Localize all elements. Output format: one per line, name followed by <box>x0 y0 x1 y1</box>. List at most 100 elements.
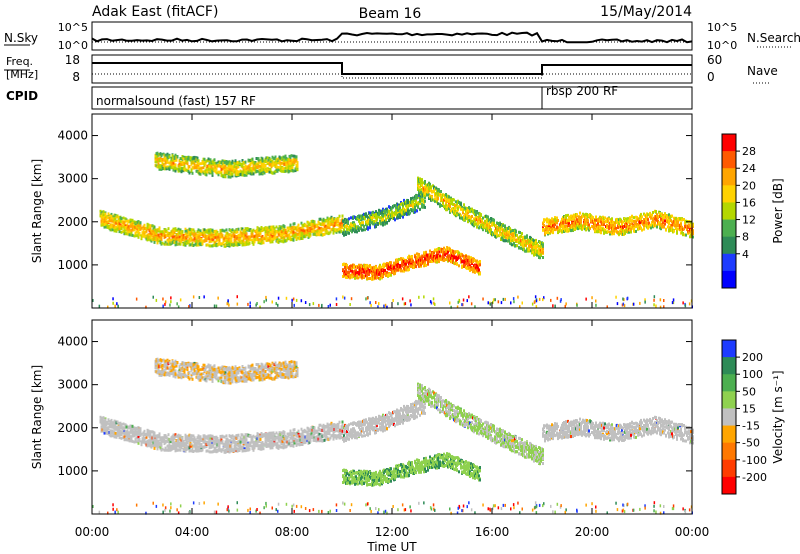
echo-cell <box>441 204 443 207</box>
echo-cell <box>540 253 542 257</box>
echo-cell <box>252 167 255 171</box>
echo-cell <box>631 219 633 223</box>
echo-cell <box>186 234 189 238</box>
echo-cell <box>127 220 130 224</box>
echo-cell <box>397 208 399 212</box>
echo-cell <box>262 241 265 245</box>
echo-cell <box>110 214 113 218</box>
echo-cell <box>652 211 654 214</box>
echo-cell <box>467 211 469 215</box>
echo-cell <box>190 237 193 240</box>
echo-cell <box>633 216 635 220</box>
echo-cell <box>263 171 266 175</box>
echo-cell <box>434 199 436 203</box>
echo-cell <box>342 268 344 272</box>
echo-cell <box>335 220 338 224</box>
echo-cell <box>559 226 561 230</box>
echo-cell <box>416 209 418 213</box>
echo-cell <box>448 198 450 202</box>
echo-cell <box>197 162 200 166</box>
echo-cell <box>441 196 443 200</box>
echo-cell <box>362 228 364 232</box>
echo-cell <box>206 159 209 163</box>
echo-cell <box>421 187 423 191</box>
echo-cell <box>260 170 263 174</box>
echo-cell <box>521 232 523 236</box>
echo-cell <box>218 242 221 246</box>
echo-cell <box>188 230 191 234</box>
echo-cell <box>104 219 107 223</box>
echo-cell <box>133 228 136 232</box>
echo-cell <box>315 232 318 236</box>
echo-cell <box>155 160 158 164</box>
echo-cell <box>178 159 181 163</box>
echo-cell <box>269 230 272 233</box>
echo-cell <box>398 203 400 207</box>
echo-cell <box>324 224 327 228</box>
echo-cell <box>508 234 510 238</box>
echo-cell <box>120 225 123 229</box>
echo-cell <box>487 215 489 219</box>
echo-cell <box>499 228 501 232</box>
echo-cell <box>359 269 361 273</box>
echo-cell <box>263 237 266 241</box>
echo-cell <box>322 218 325 222</box>
freq-tick-bottom: 8 <box>72 70 80 84</box>
echo-cell <box>385 218 387 222</box>
echo-cell <box>457 206 459 210</box>
echo-cell <box>513 237 515 241</box>
echo-cell <box>643 227 645 231</box>
echo-cell <box>298 228 301 232</box>
echo-cell <box>271 232 274 235</box>
echo-cell <box>190 168 193 172</box>
echo-cell <box>431 259 433 263</box>
echo-cell <box>532 243 534 246</box>
echo-cell <box>244 227 247 231</box>
echo-cell <box>424 188 426 192</box>
echo-cell <box>490 228 492 232</box>
echo-cell <box>418 253 420 256</box>
echo-cell <box>249 228 252 231</box>
echo-cell <box>651 213 653 217</box>
echo-cell <box>283 225 286 229</box>
echo-cell <box>468 262 470 266</box>
echo-cell <box>332 231 335 235</box>
echo-cell <box>366 222 368 226</box>
echo-cell <box>257 241 260 245</box>
echo-cell <box>216 232 219 236</box>
echo-cell <box>393 261 395 265</box>
echo-cell <box>613 232 615 236</box>
echo-cell <box>573 213 575 217</box>
echo-cell <box>296 164 299 168</box>
echo-cell <box>257 161 260 165</box>
echo-cell <box>218 235 221 239</box>
echo-cell <box>536 242 538 246</box>
echo-cell <box>108 216 111 220</box>
echo-cell <box>241 159 244 162</box>
echo-cell <box>131 218 134 222</box>
echo-cell <box>241 164 244 168</box>
echo-cell <box>361 275 363 279</box>
echo-cell <box>259 229 262 233</box>
echo-cell <box>372 210 374 214</box>
echo-cell <box>264 160 267 163</box>
echo-cell <box>534 244 536 248</box>
echo-cell <box>454 251 456 255</box>
echo-cell <box>398 257 400 261</box>
echo-cell <box>323 232 326 236</box>
echo-cell <box>443 198 445 202</box>
nave-tick-top: 60 <box>707 53 722 67</box>
echo-cell <box>438 247 440 250</box>
echo-cell <box>293 235 296 239</box>
echo-cell <box>179 228 182 232</box>
echo-cell <box>183 162 186 165</box>
echo-cell <box>407 199 409 202</box>
echo-cell <box>307 226 310 230</box>
echo-cell <box>399 266 401 270</box>
echo-cell <box>456 262 458 266</box>
echo-cell <box>149 236 152 240</box>
echo-cell <box>354 227 356 231</box>
echo-cell <box>289 159 292 162</box>
echo-cell <box>543 224 545 227</box>
echo-cell <box>288 169 291 173</box>
